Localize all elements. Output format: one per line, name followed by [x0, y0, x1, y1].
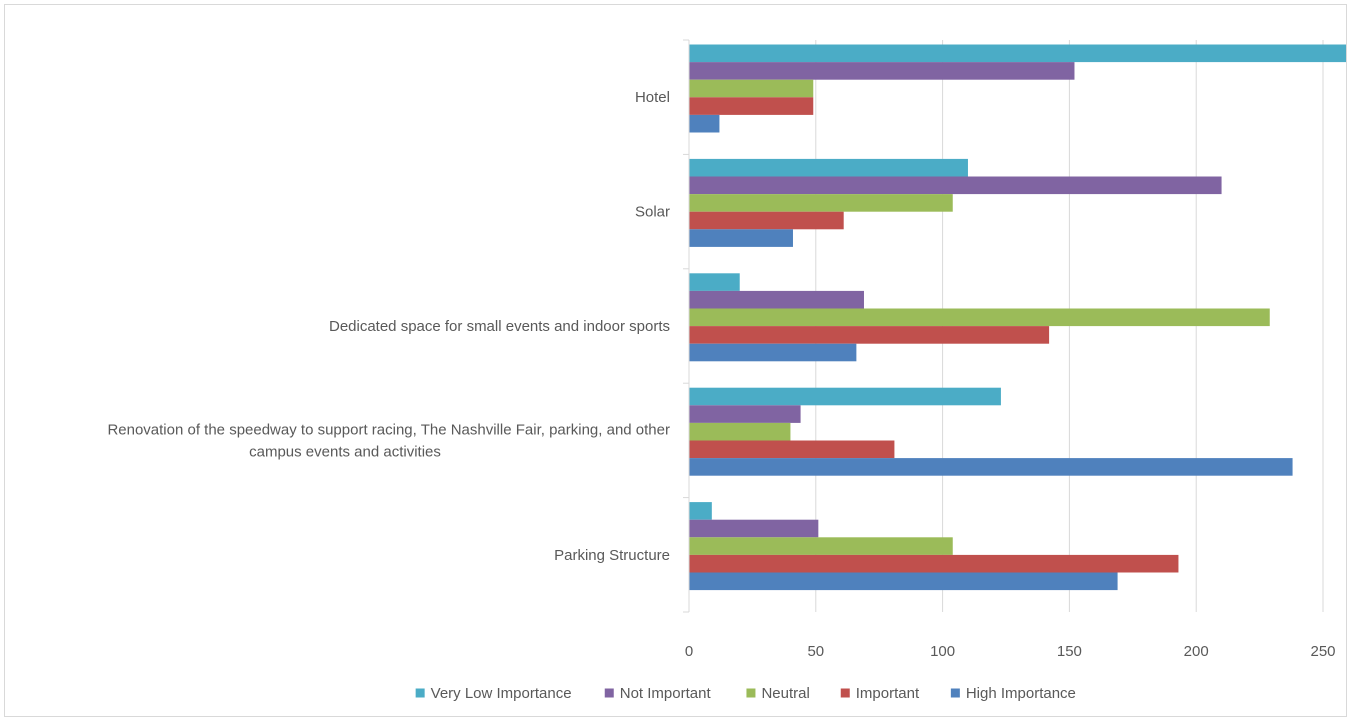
bar-high-importance-cat-2 [689, 343, 857, 362]
bar-neutral-cat-0 [689, 79, 814, 98]
legend-swatch-neutral [746, 688, 756, 698]
bar-neutral-cat-3 [689, 422, 791, 441]
bar-very-low-importance-cat-1 [689, 158, 968, 177]
category-labels: Hotel Solar Dedicated space for small even… [107, 89, 670, 564]
category-label: Hotel [635, 89, 670, 106]
legend: Very Low Importance Not Important Neutral I… [415, 685, 1076, 702]
legend-swatch-very-low-importance [415, 688, 425, 698]
legend-label-not-important: Not Important [620, 685, 712, 702]
bar-important-cat-1 [689, 211, 844, 230]
bar-very-low-importance-cat-3 [689, 387, 1001, 406]
tick-label-250: 250 [1310, 643, 1335, 660]
tick-label-50: 50 [807, 643, 824, 660]
category-axis [683, 39, 690, 613]
bar-not-important-cat-4 [689, 519, 819, 538]
legend-label-high-importance: High Importance [966, 685, 1076, 702]
bar-very-low-importance-cat-0 [689, 44, 1346, 63]
bar-neutral-cat-4 [689, 537, 953, 555]
tick-label-150: 150 [1057, 643, 1082, 660]
bar-not-important-cat-2 [689, 290, 864, 309]
bars [689, 44, 1346, 591]
legend-label-important: Important [856, 685, 920, 702]
chart-frame [4, 4, 1347, 717]
category-label: campus events and activities [249, 443, 441, 460]
bar-neutral-cat-1 [689, 194, 953, 212]
bar-not-important-cat-3 [689, 405, 801, 423]
value-axis-ticks: 0 50 100 150 200 250 [685, 643, 1336, 660]
bar-important-cat-2 [689, 326, 1050, 344]
bar-high-importance-cat-3 [689, 458, 1293, 476]
bar-high-importance-cat-4 [689, 572, 1118, 591]
tick-label-200: 200 [1184, 643, 1209, 660]
bar-not-important-cat-0 [689, 62, 1075, 80]
legend-label-neutral: Neutral [761, 685, 809, 702]
bar-very-low-importance-cat-4 [689, 502, 712, 520]
category-label: Dedicated space for small events and ind… [329, 318, 670, 335]
tick-label-0: 0 [685, 643, 693, 660]
legend-label-very-low-importance: Very Low Importance [431, 685, 572, 702]
bar-important-cat-4 [689, 554, 1179, 573]
bar-very-low-importance-cat-2 [689, 273, 740, 291]
category-label: Parking Structure [554, 547, 670, 564]
category-label: Solar [635, 204, 670, 221]
legend-swatch-important [840, 688, 850, 698]
bar-neutral-cat-2 [689, 308, 1270, 327]
bar-high-importance-cat-0 [689, 114, 720, 133]
category-label: Renovation of the speedway to support ra… [107, 421, 670, 438]
tick-label-100: 100 [930, 643, 955, 660]
bar-high-importance-cat-1 [689, 229, 793, 247]
bar-important-cat-3 [689, 440, 895, 459]
legend-swatch-not-important [604, 688, 614, 698]
bar-important-cat-0 [689, 97, 814, 115]
bar-not-important-cat-1 [689, 176, 1222, 195]
legend-swatch-high-importance [950, 688, 960, 698]
